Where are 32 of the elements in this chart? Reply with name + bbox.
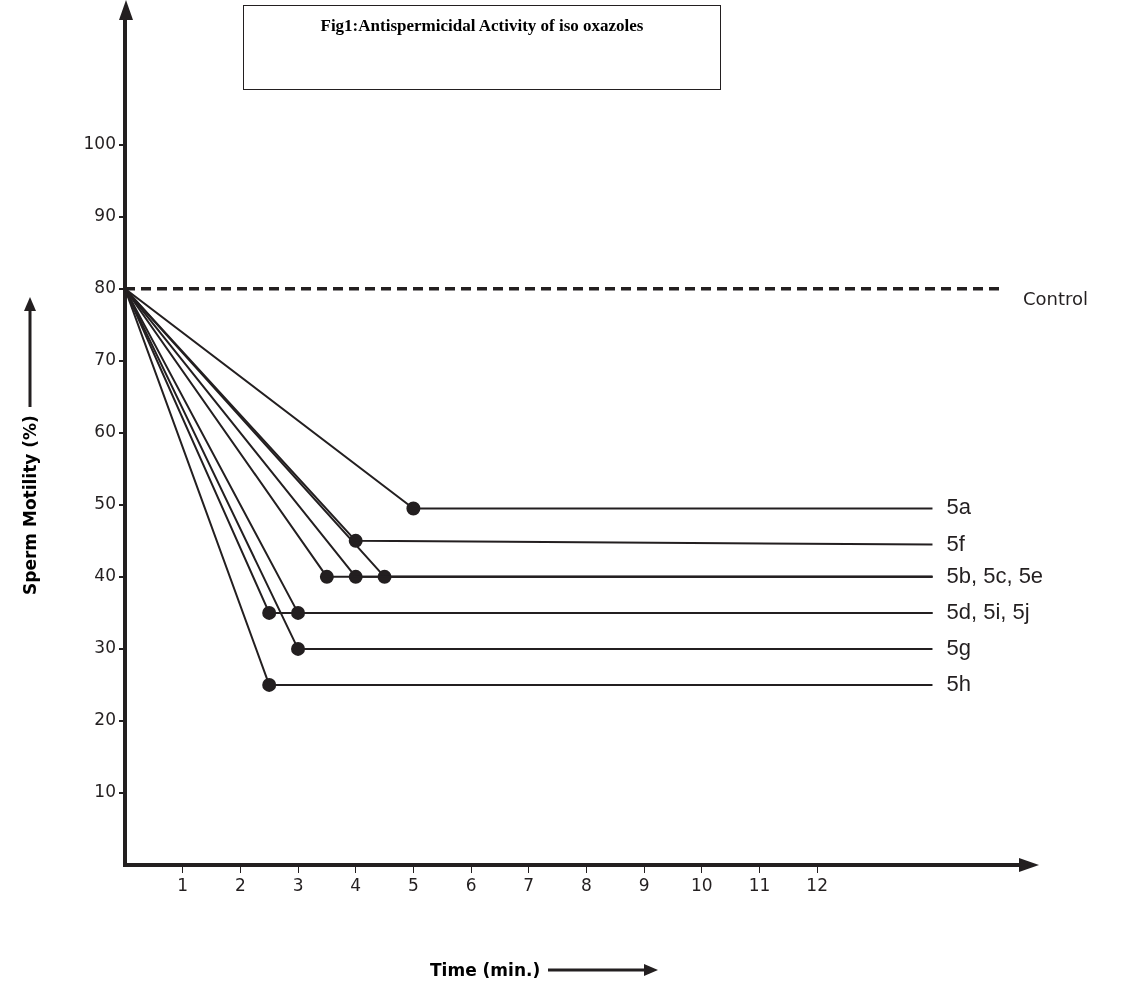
y-tick-label: 80 xyxy=(94,277,116,298)
x-tick-label: 8 xyxy=(581,874,592,895)
y-tick-label: 20 xyxy=(94,709,116,730)
x-tick-label: 3 xyxy=(292,874,304,895)
y-tick-label: 70 xyxy=(94,349,116,370)
chart-title: Fig1:Antispermicidal Activity of iso oxazoles xyxy=(243,5,721,90)
x-tick-label: 5 xyxy=(407,874,419,895)
series-label: 5b, 5c, 5e xyxy=(946,562,1044,588)
y-tick-label: 90 xyxy=(94,205,116,226)
series-label: 5a xyxy=(946,494,972,520)
series-label: 5d, 5i, 5j xyxy=(946,598,1030,624)
y-tick-label: 60 xyxy=(94,421,116,442)
x-tick-label: 11 xyxy=(748,874,771,895)
y-tick-label: 30 xyxy=(94,637,116,658)
y-axis-title: Sperm Motility (%) xyxy=(20,415,40,595)
series-label: 5g xyxy=(946,634,971,660)
series-label: 5h xyxy=(946,670,971,696)
y-tick-label: 100 xyxy=(83,133,116,154)
x-tick-label: 4 xyxy=(350,874,362,895)
ref-line-label: Control xyxy=(1023,288,1089,310)
x-tick-label: 12 xyxy=(806,874,828,895)
series-label: 5f xyxy=(946,530,966,556)
x-tick-label: 1 xyxy=(177,874,189,895)
x-tick-label: 6 xyxy=(465,874,477,895)
y-tick-label: 50 xyxy=(94,493,116,514)
y-tick-label: 10 xyxy=(94,781,116,802)
x-tick-label: 10 xyxy=(690,874,713,895)
y-tick-label: 40 xyxy=(94,565,116,586)
x-tick-label: 2 xyxy=(234,874,246,895)
x-axis-title: Time (min.) xyxy=(430,960,541,980)
x-tick-label: 9 xyxy=(638,874,650,895)
x-tick-label: 7 xyxy=(523,874,535,895)
